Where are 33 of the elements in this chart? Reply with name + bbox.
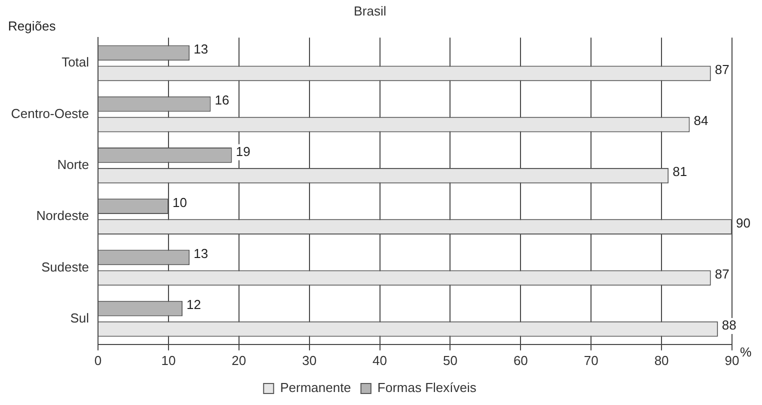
x-tick-label: 40 xyxy=(372,352,388,368)
data-label: 88 xyxy=(722,318,736,333)
x-tick-label: 20 xyxy=(232,352,246,368)
x-tick-label: 60 xyxy=(513,352,528,368)
data-label: 81 xyxy=(672,164,688,180)
data-label: 87 xyxy=(714,62,730,77)
x-tick-label: 50 xyxy=(443,352,458,368)
x-axis-title: % xyxy=(740,344,752,360)
y-tick-label: Total xyxy=(62,54,90,70)
data-label: 90 xyxy=(736,215,750,230)
data-label: 16 xyxy=(214,92,230,108)
y-axis-title: Regiões xyxy=(8,18,56,34)
x-tick-label: 80 xyxy=(654,352,669,368)
data-label: 10 xyxy=(172,194,187,210)
y-tick-label: Sul xyxy=(70,310,90,326)
data-label: 13 xyxy=(194,42,208,57)
x-tick-label: 70 xyxy=(584,352,598,368)
y-tick-label: Norte xyxy=(57,157,90,172)
chart-title: Brasil xyxy=(354,3,386,18)
legend-label: Formas Flexíveis xyxy=(377,380,477,396)
data-label: 13 xyxy=(194,246,208,262)
x-tick-label: 30 xyxy=(302,352,317,368)
y-tick-label: Sudeste xyxy=(41,259,90,274)
data-label: 84 xyxy=(694,113,708,128)
y-tick-label: Nordeste xyxy=(36,208,90,224)
data-label: 12 xyxy=(186,297,202,312)
x-tick-label: 90 xyxy=(724,352,740,368)
x-tick-label: 0 xyxy=(94,352,102,368)
data-label: 19 xyxy=(236,144,250,159)
legend-label: Permanente xyxy=(280,380,351,396)
y-tick-label: Centro-Oeste xyxy=(10,106,90,121)
x-tick-label: 10 xyxy=(161,352,176,368)
data-label: 87 xyxy=(714,266,730,282)
